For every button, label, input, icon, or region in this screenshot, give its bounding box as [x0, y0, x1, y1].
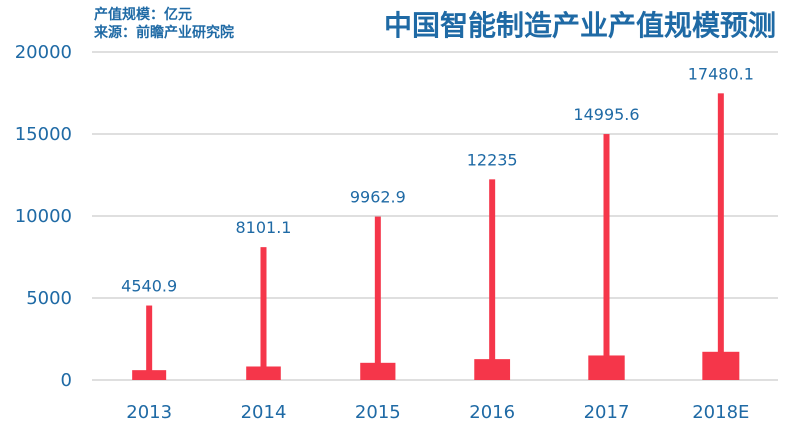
bar-stem — [146, 305, 153, 380]
bar-base — [132, 370, 167, 380]
y-tick-label: 0 — [61, 370, 72, 391]
bar-stem — [489, 179, 496, 380]
value-labels: 4540.9 8101.1 9962.9 12235 14995.6 17480.1 — [121, 64, 754, 295]
bar-stem — [260, 247, 267, 380]
bar-2014 — [246, 247, 281, 380]
unit-note: 产值规模：亿元 — [94, 7, 192, 23]
bar-2015 — [360, 216, 396, 380]
bar-2016 — [474, 179, 511, 380]
gridlines — [92, 51, 778, 381]
value-label: 4540.9 — [121, 277, 177, 296]
y-tick-label: 15000 — [15, 124, 72, 145]
bar-2017 — [588, 134, 625, 380]
x-tick-label: 2014 — [241, 402, 287, 423]
bar-base — [246, 366, 281, 380]
value-label: 14995.6 — [573, 105, 639, 124]
bars — [132, 93, 740, 381]
bar-stem — [603, 134, 610, 380]
chart-title: 中国智能制造产业产值规模预测 — [383, 9, 776, 42]
y-axis-ticks: 0 5000 10000 15000 20000 — [15, 42, 72, 391]
y-tick-label: 20000 — [15, 42, 72, 63]
bar-base — [588, 355, 625, 380]
bar-base — [360, 362, 396, 380]
bar-stem — [374, 216, 381, 380]
x-tick-label: 2015 — [355, 402, 401, 423]
value-label: 12235 — [467, 150, 518, 169]
bar-base — [702, 351, 740, 380]
x-tick-label: 2016 — [469, 402, 515, 423]
bar-2018E — [702, 93, 740, 381]
value-label: 9962.9 — [350, 188, 406, 207]
source-note: 来源：前瞻产业研究院 — [94, 25, 234, 41]
bar-stem — [717, 93, 724, 381]
value-label: 8101.1 — [236, 218, 292, 237]
y-tick-label: 10000 — [15, 206, 72, 227]
x-axis-ticks: 2013 2014 2015 2016 2017 2018E — [126, 402, 749, 423]
x-tick-label: 2013 — [126, 402, 172, 423]
bar-base — [474, 359, 511, 380]
y-tick-label: 5000 — [26, 288, 72, 309]
x-tick-label: 2018E — [692, 402, 749, 423]
value-label: 17480.1 — [688, 64, 754, 83]
x-tick-label: 2017 — [584, 402, 630, 423]
bar-2013 — [132, 305, 167, 380]
